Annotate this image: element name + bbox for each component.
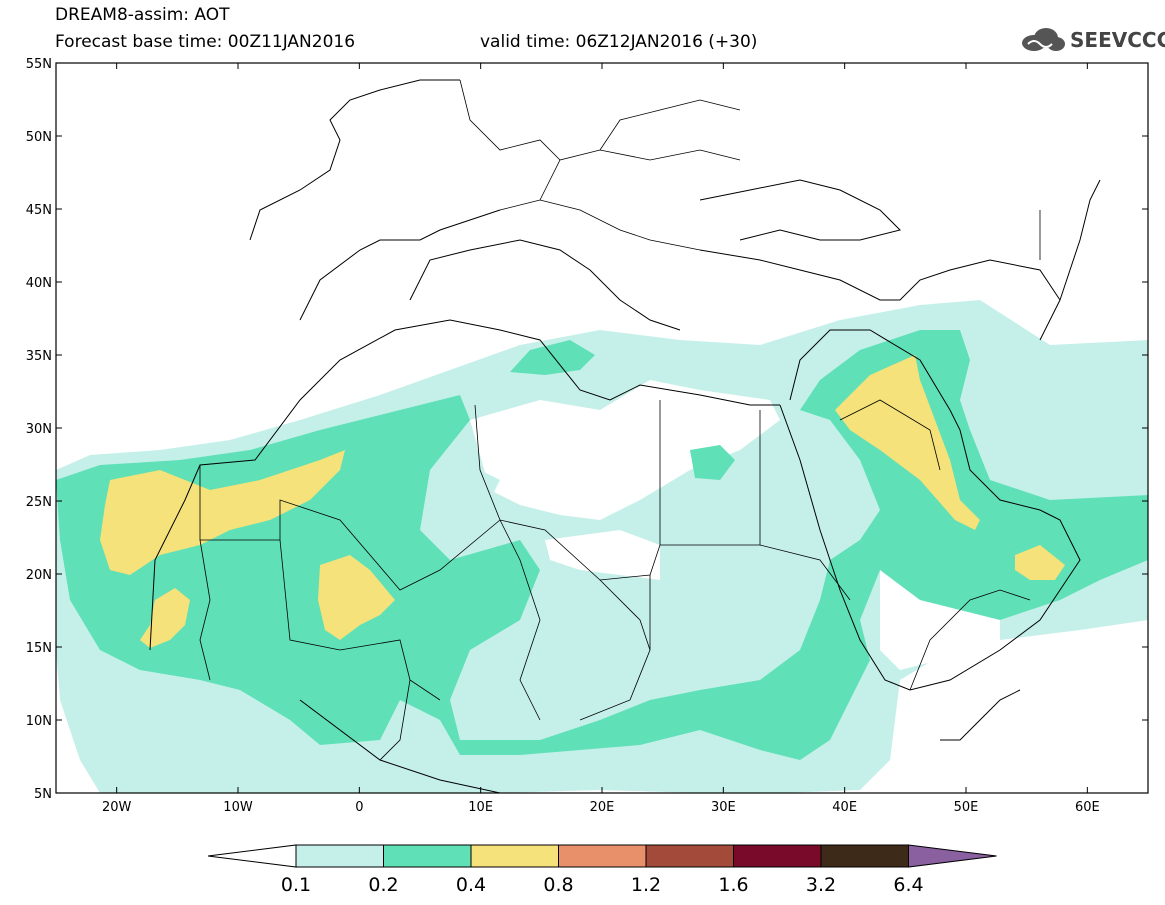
colorbar-boxes bbox=[207, 844, 997, 868]
colorbar-box bbox=[295, 844, 384, 868]
coastlines bbox=[149, 79, 1101, 793]
lat-tick-label: 55N bbox=[26, 57, 52, 72]
lon-tick-label: 20E bbox=[590, 800, 615, 815]
cloud-icon bbox=[1022, 28, 1065, 51]
colorbar-level-label: 1.2 bbox=[631, 874, 661, 896]
colorbar-box bbox=[733, 844, 822, 868]
forecast-base-time: Forecast base time: 00Z11JAN2016 bbox=[55, 32, 356, 52]
aot-field bbox=[56, 63, 1148, 793]
map-title: DREAM8-assim: AOT bbox=[55, 5, 230, 25]
lat-tick-label: 30N bbox=[26, 422, 52, 437]
colorbar-box bbox=[470, 844, 559, 868]
lat-tick-label: 5N bbox=[34, 787, 52, 802]
colorbar-box bbox=[383, 844, 472, 868]
lon-tick-label: 50E bbox=[954, 800, 979, 815]
lon-tick-label: 60E bbox=[1075, 800, 1100, 815]
lon-tick-label: 30E bbox=[711, 800, 736, 815]
lon-tick-label: 20W bbox=[102, 800, 132, 815]
lon-tick-label: 10E bbox=[468, 800, 493, 815]
colorbar-arrow-low bbox=[207, 844, 297, 868]
colorbar-level-label: 1.6 bbox=[718, 874, 748, 896]
lat-tick-label: 25N bbox=[26, 495, 52, 510]
lat-tick-label: 40N bbox=[26, 276, 52, 291]
lat-tick-label: 10N bbox=[26, 714, 52, 729]
colorbar: 0.1 0.2 0.4 0.8 1.2 1.6 3.2 6.4 bbox=[207, 844, 997, 896]
colorbar-labels: 0.1 0.2 0.4 0.8 1.2 1.6 3.2 6.4 bbox=[281, 874, 924, 896]
colorbar-level-label: 0.2 bbox=[368, 874, 398, 896]
lat-tick-label: 20N bbox=[26, 568, 52, 583]
aot-map: 20W 10W 0 10E 20E 30E 40E 50E 60E 55N 50N 45N 40N 35… bbox=[26, 57, 1149, 815]
lat-tick-label: 35N bbox=[26, 349, 52, 364]
colorbar-level-label: 6.4 bbox=[893, 874, 923, 896]
colorbar-box bbox=[645, 844, 734, 868]
lon-tick-label: 0 bbox=[355, 800, 363, 815]
colorbar-box bbox=[558, 844, 647, 868]
colorbar-arrow-high bbox=[908, 844, 997, 868]
valid-time: valid time: 06Z12JAN2016 (+30) bbox=[480, 32, 758, 52]
lon-tick-label: 40E bbox=[832, 800, 857, 815]
colorbar-level-label: 3.2 bbox=[806, 874, 836, 896]
colorbar-level-label: 0.4 bbox=[456, 874, 486, 896]
lat-tick-label: 50N bbox=[26, 130, 52, 145]
lat-tick-label: 45N bbox=[26, 203, 52, 218]
colorbar-level-label: 0.1 bbox=[281, 874, 311, 896]
lon-tick-label: 10W bbox=[223, 800, 253, 815]
seevccc-logo: SEEVCCC bbox=[1018, 26, 1165, 54]
latitude-labels: 55N 50N 45N 40N 35N 30N 25N 20N 15N 10N 5N bbox=[26, 57, 1148, 802]
longitude-labels: 20W 10W 0 10E 20E 30E 40E 50E 60E bbox=[102, 63, 1100, 815]
country-borders bbox=[199, 79, 1041, 761]
logo-text: SEEVCCC bbox=[1070, 28, 1165, 52]
colorbar-level-label: 0.8 bbox=[543, 874, 573, 896]
lat-tick-label: 15N bbox=[26, 641, 52, 656]
aot-0.4-region bbox=[100, 450, 345, 575]
colorbar-box bbox=[820, 844, 909, 868]
